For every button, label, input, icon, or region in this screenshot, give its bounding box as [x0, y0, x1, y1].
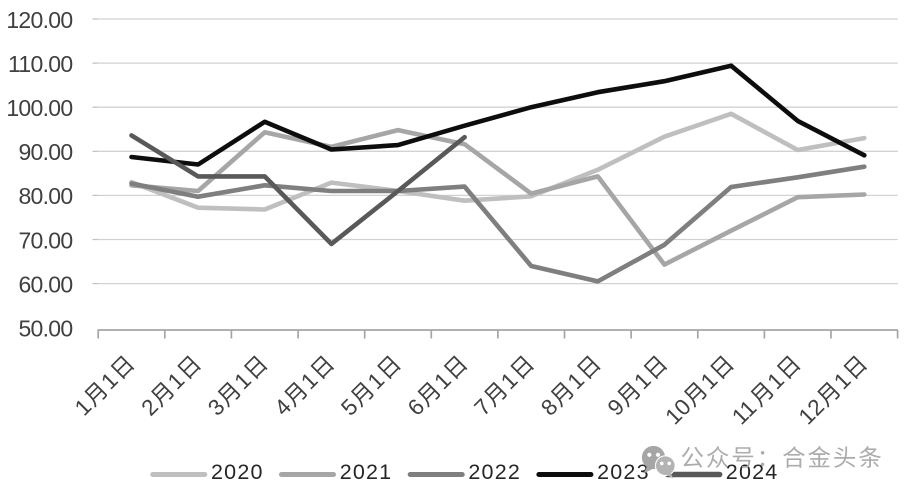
- svg-text:120.00: 120.00: [6, 7, 72, 33]
- svg-text:60.00: 60.00: [18, 271, 72, 297]
- svg-text:50.00: 50.00: [18, 316, 72, 342]
- svg-text:2023: 2023: [597, 460, 650, 484]
- svg-text:100.00: 100.00: [6, 95, 72, 121]
- svg-text:2022: 2022: [468, 460, 521, 484]
- svg-text:2024: 2024: [726, 460, 779, 484]
- svg-text:90.00: 90.00: [18, 139, 72, 165]
- svg-text:110.00: 110.00: [8, 51, 72, 77]
- svg-text:2020: 2020: [211, 460, 264, 484]
- svg-text:80.00: 80.00: [18, 183, 72, 209]
- svg-text:2021: 2021: [340, 460, 393, 484]
- svg-text:70.00: 70.00: [18, 227, 72, 253]
